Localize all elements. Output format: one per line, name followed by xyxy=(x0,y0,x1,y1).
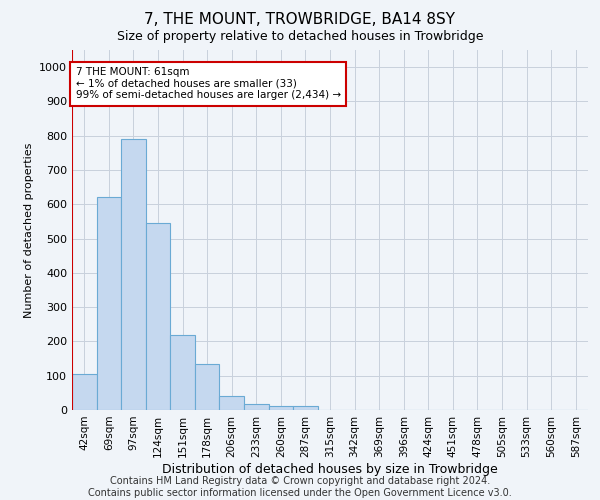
Bar xyxy=(220,396,244,410)
Bar xyxy=(269,406,293,410)
Text: 7 THE MOUNT: 61sqm
← 1% of detached houses are smaller (33)
99% of semi-detached: 7 THE MOUNT: 61sqm ← 1% of detached hous… xyxy=(76,67,341,100)
Bar xyxy=(244,404,269,410)
Text: 7, THE MOUNT, TROWBRIDGE, BA14 8SY: 7, THE MOUNT, TROWBRIDGE, BA14 8SY xyxy=(145,12,455,28)
Bar xyxy=(146,223,170,410)
Y-axis label: Number of detached properties: Number of detached properties xyxy=(23,142,34,318)
Text: Contains HM Land Registry data © Crown copyright and database right 2024.
Contai: Contains HM Land Registry data © Crown c… xyxy=(88,476,512,498)
Bar xyxy=(195,364,220,410)
X-axis label: Distribution of detached houses by size in Trowbridge: Distribution of detached houses by size … xyxy=(162,462,498,475)
Bar xyxy=(170,334,195,410)
Text: Size of property relative to detached houses in Trowbridge: Size of property relative to detached ho… xyxy=(117,30,483,43)
Bar xyxy=(293,406,318,410)
Bar xyxy=(72,374,97,410)
Bar xyxy=(121,139,146,410)
Bar xyxy=(97,198,121,410)
